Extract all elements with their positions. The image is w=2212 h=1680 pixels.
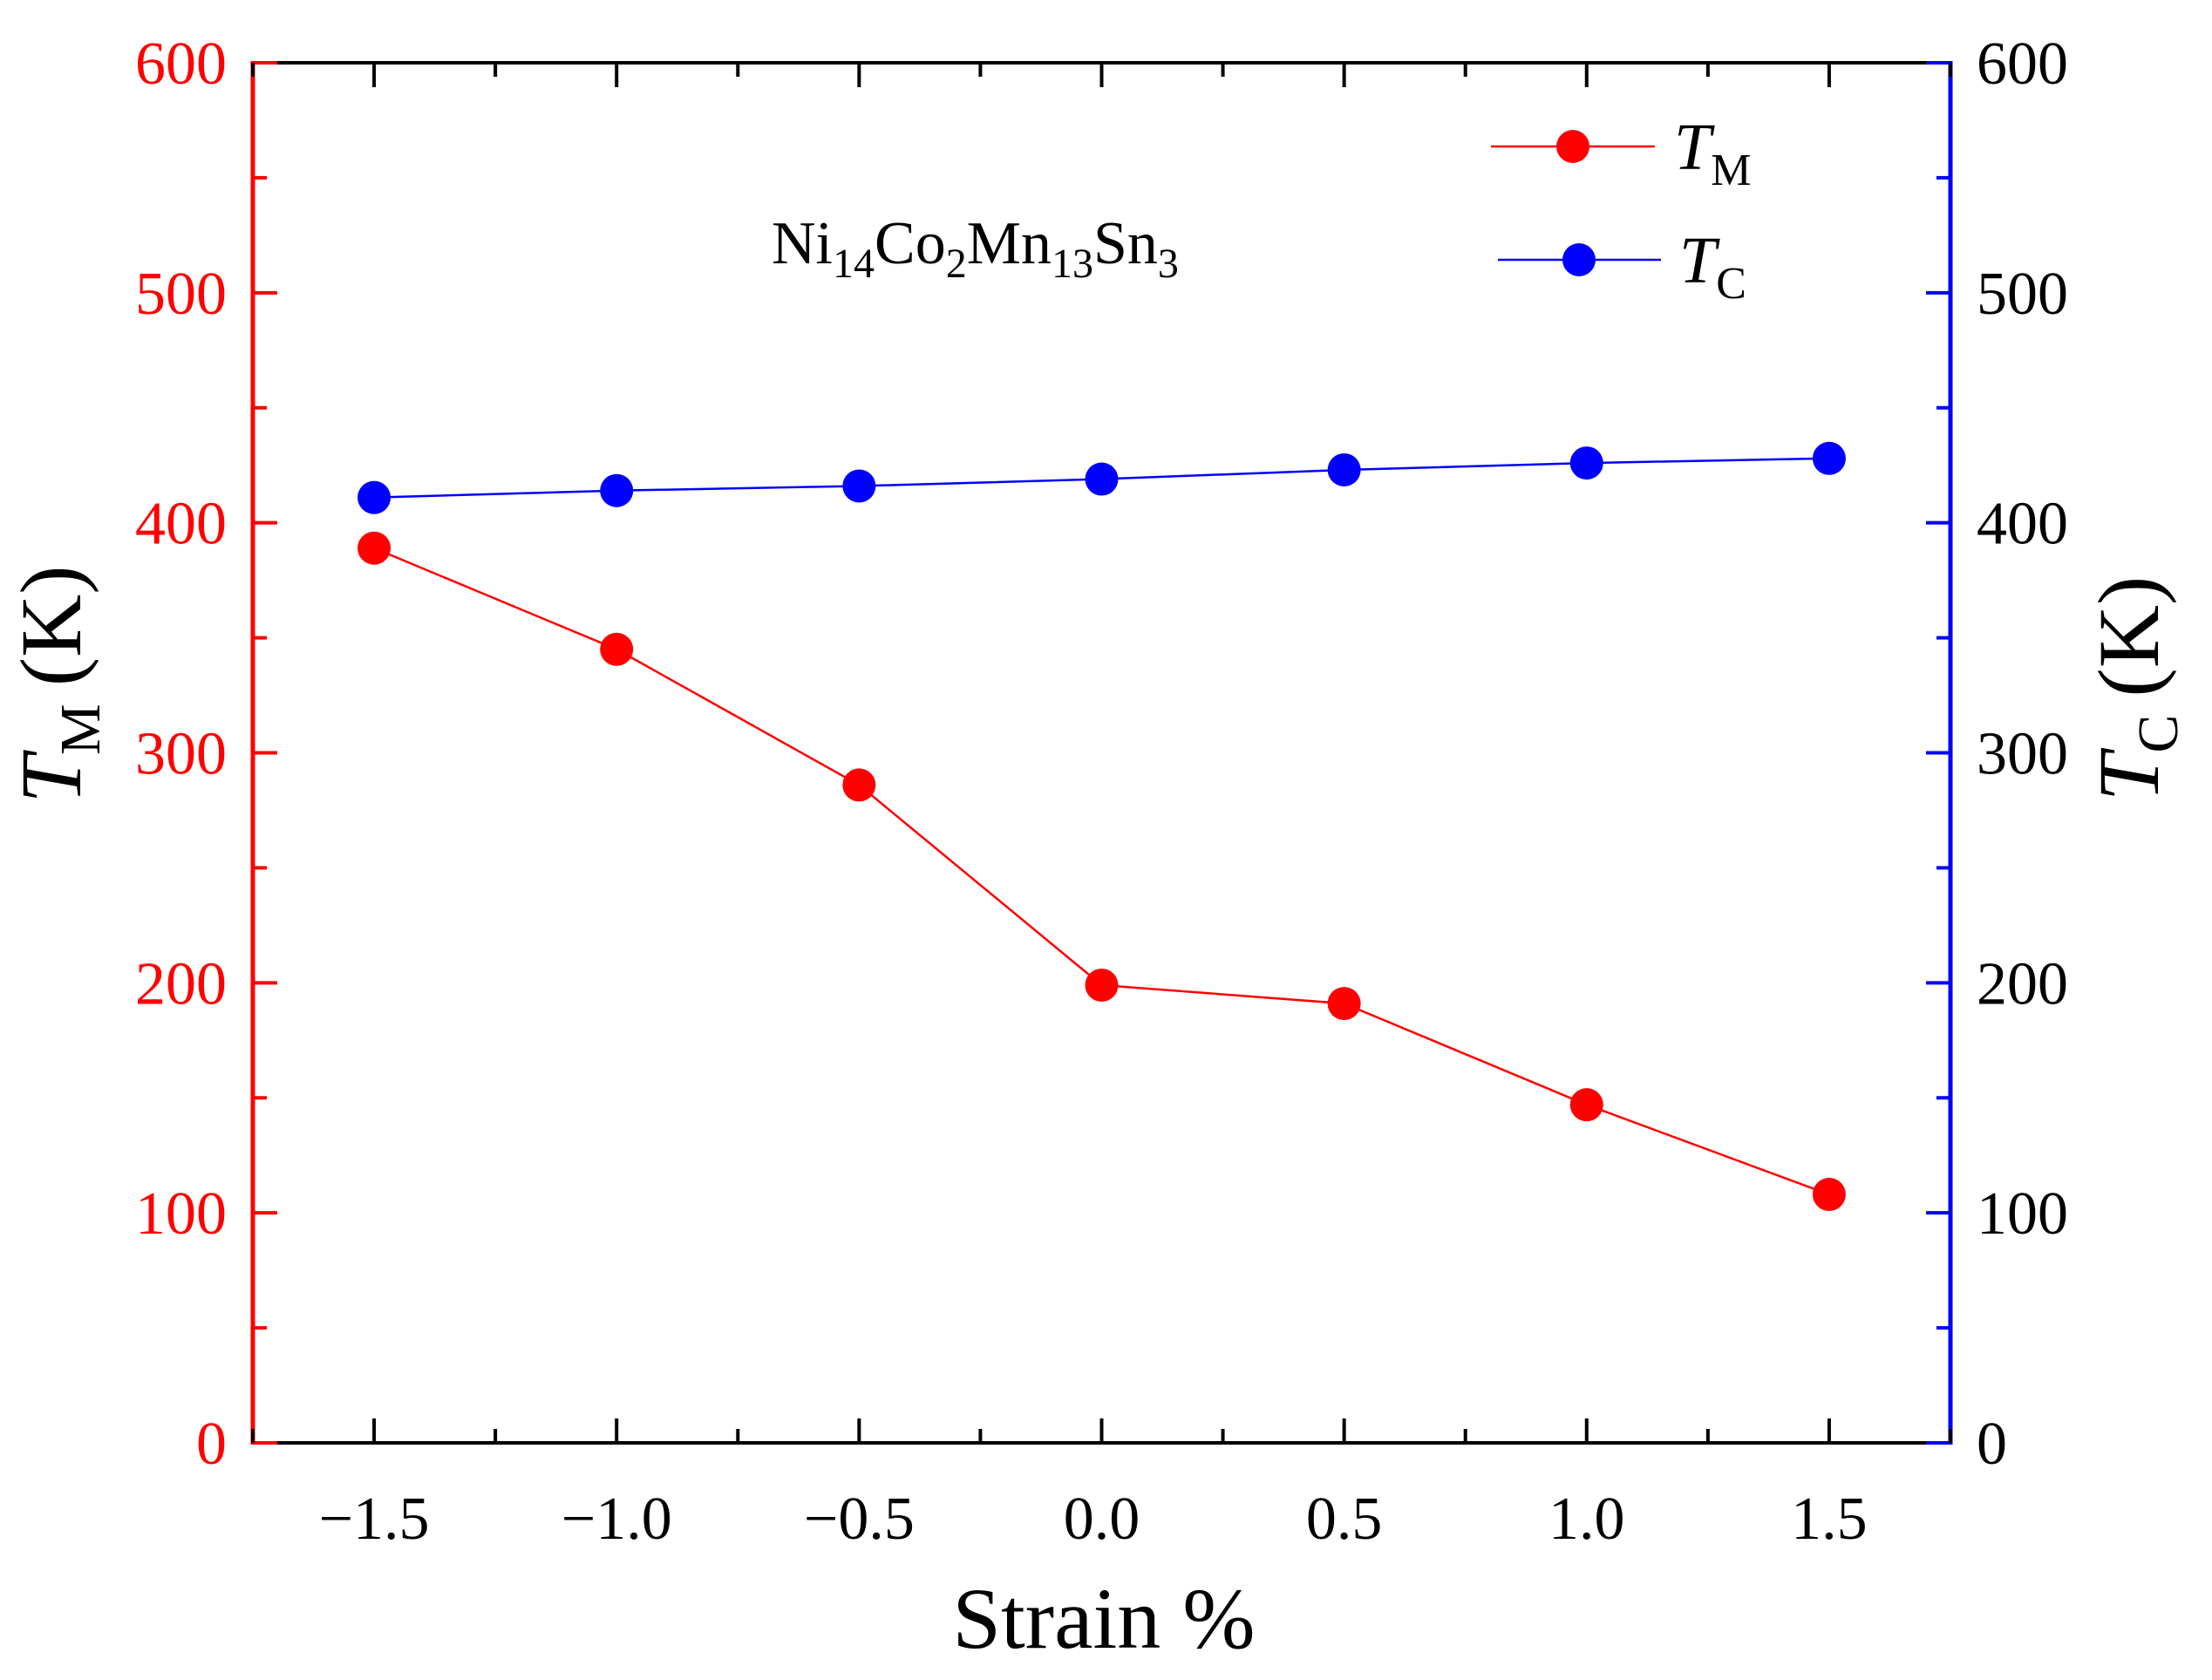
data-point-tm: [1085, 968, 1119, 1002]
data-point-tc: [842, 469, 876, 503]
legend-label-tc-sub: C: [1716, 259, 1746, 309]
data-point-tm: [357, 531, 391, 565]
right-tick-label: 100: [1977, 1180, 2068, 1248]
compound-annotation: Ni14Co2Mn13Sn3: [772, 210, 1179, 287]
annot-el-4: Sn: [1093, 210, 1158, 277]
tick-labels: 0 0 100 100 200 200 300 300 400 400 500 500 600 600 −1…: [135, 31, 2068, 1553]
data-point-tc: [1569, 446, 1603, 480]
data-point-tm: [842, 768, 876, 802]
left-axis-title-sub: M: [49, 704, 112, 755]
left-axis-title-unit: (K): [3, 565, 99, 686]
right-axis-title-unit: (K): [2080, 576, 2177, 697]
left-axis-title: TM (K): [3, 565, 112, 803]
right-axis-title-symbol: T: [2080, 747, 2177, 801]
data-point-tm: [1569, 1088, 1603, 1122]
annot-el-1: Ni: [772, 210, 833, 277]
data-point-tm: [1812, 1178, 1846, 1212]
x-tick-label: −1.5: [319, 1486, 430, 1553]
right-axis-title-sub: C: [2127, 715, 2190, 753]
data-point-tc: [1327, 452, 1361, 486]
left-tick-label: 600: [135, 31, 227, 98]
x-axis-title: Strain %: [952, 1570, 1255, 1667]
x-tick-label: −1.0: [562, 1486, 672, 1553]
legend-label-tm: TM: [1674, 111, 1752, 195]
x-tick-label: 1.0: [1548, 1486, 1625, 1553]
legend-label-tc: TC: [1679, 224, 1746, 309]
right-tick-label: 600: [1977, 31, 2068, 98]
series: [357, 441, 1846, 1212]
annot-el-2: Co: [875, 210, 946, 277]
annot-sub-1: 14: [833, 241, 875, 287]
data-point-tm: [1327, 987, 1361, 1021]
legend-label-tm-sub: M: [1711, 146, 1751, 195]
annot-sub-3: 13: [1052, 241, 1093, 287]
legend-marker-tm: [1556, 130, 1589, 163]
data-point-tm: [600, 632, 634, 666]
left-tick-label: 0: [196, 1411, 227, 1478]
legend-label-tc-symbol: T: [1679, 224, 1720, 297]
right-tick-label: 500: [1977, 261, 2068, 328]
left-tick-label: 400: [135, 491, 227, 558]
annot-sub-2: 2: [946, 241, 967, 287]
annot-sub-4: 3: [1158, 241, 1179, 287]
data-point-tc: [1812, 441, 1846, 475]
x-tick-label: 1.5: [1791, 1486, 1868, 1553]
left-tick-label: 100: [135, 1180, 227, 1248]
right-tick-label: 0: [1977, 1411, 2007, 1478]
left-axis-title-symbol: T: [3, 750, 99, 804]
legend-label-tm-symbol: T: [1674, 111, 1715, 184]
legend: TM TC: [1491, 111, 1752, 309]
data-point-tc: [1085, 462, 1119, 496]
right-tick-label: 400: [1977, 491, 2068, 558]
annot-el-3: Mn: [967, 210, 1052, 277]
series-line-tm: [373, 547, 1830, 1196]
x-tick-label: 0.5: [1306, 1486, 1383, 1553]
left-tick-label: 300: [135, 721, 227, 788]
left-tick-label: 500: [135, 261, 227, 328]
x-tick-label: 0.0: [1064, 1486, 1140, 1553]
data-point-tc: [600, 473, 634, 507]
right-axis-title: TC (K): [2080, 576, 2190, 801]
right-tick-label: 300: [1977, 721, 2068, 788]
right-tick-label: 200: [1977, 950, 2068, 1017]
ticks: [251, 61, 1952, 1445]
left-tick-label: 200: [135, 950, 227, 1017]
data-point-tc: [357, 480, 391, 514]
x-tick-label: −0.5: [804, 1486, 915, 1553]
legend-marker-tc: [1562, 243, 1596, 276]
